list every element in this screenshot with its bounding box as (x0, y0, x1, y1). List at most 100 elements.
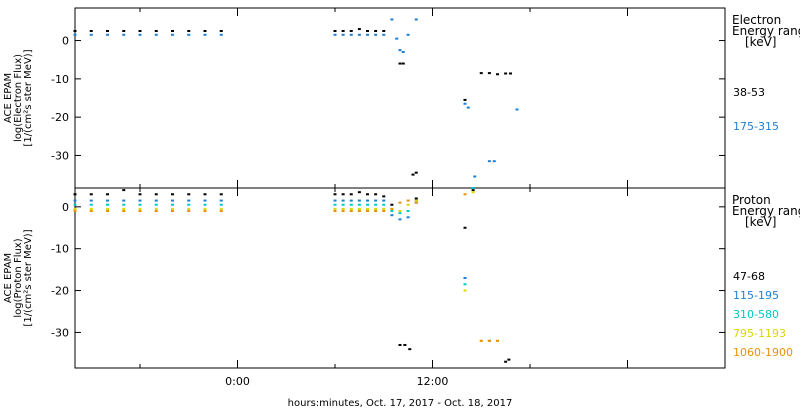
data-point (471, 189, 475, 192)
y-tick-label: -30 (51, 149, 69, 162)
legend-entry: 795-1193 (733, 327, 786, 340)
data-point (357, 33, 361, 36)
data-point (507, 358, 511, 361)
data-point (382, 203, 386, 206)
data-point (187, 203, 191, 206)
data-point (390, 214, 394, 217)
data-point (504, 72, 508, 75)
series-310-580 (73, 187, 491, 342)
data-point (89, 193, 93, 196)
x-tick-label: 0:00 (225, 375, 250, 388)
data-point (89, 210, 93, 213)
data-point (357, 191, 361, 194)
data-point (341, 33, 345, 36)
y-axis-title: ACE EPAM (3, 253, 14, 303)
data-point (219, 210, 223, 213)
data-point (89, 29, 93, 32)
data-point (349, 207, 353, 210)
data-point (374, 29, 378, 32)
data-point (366, 193, 369, 196)
data-point (187, 33, 191, 36)
data-point (171, 33, 174, 36)
data-point (471, 187, 475, 189)
data-point (89, 199, 93, 202)
data-point (406, 210, 410, 213)
data-point (463, 98, 467, 101)
data-point (479, 72, 483, 75)
data-point (138, 199, 142, 202)
data-point (414, 18, 418, 21)
data-point (366, 29, 369, 32)
data-point (398, 218, 402, 221)
legend-title: Energy range (732, 204, 800, 218)
data-point (138, 203, 142, 206)
data-point (414, 197, 418, 200)
data-point (219, 29, 223, 32)
data-point (154, 199, 158, 202)
data-point (487, 339, 491, 342)
data-point (374, 203, 378, 206)
data-point (219, 33, 223, 36)
data-point (479, 339, 483, 342)
data-point (463, 226, 467, 229)
data-point (341, 207, 345, 210)
data-point (504, 360, 508, 363)
data-point (73, 29, 77, 32)
data-point (171, 199, 174, 202)
legend-title: [keV] (745, 215, 776, 229)
data-point (122, 29, 126, 32)
y-tick-label: -10 (51, 243, 69, 256)
series-38-53 (73, 28, 512, 176)
y-axis-title: log(Electron Flux) (13, 54, 24, 142)
data-point (366, 207, 369, 210)
data-point (398, 62, 402, 65)
data-point (390, 210, 394, 213)
data-point (487, 72, 491, 75)
data-point (357, 203, 361, 206)
data-point (401, 62, 405, 65)
data-point (374, 33, 378, 36)
data-point (341, 193, 345, 196)
data-point (138, 33, 142, 36)
data-point (187, 199, 191, 202)
data-point (106, 29, 109, 32)
electron-panel: 0 -10 -20 -30 ACE EPAM log(Electron Flux) [1/(… (3, 13, 800, 178)
legend-entry: 175-315 (733, 120, 779, 133)
data-point (463, 102, 467, 105)
data-point (154, 33, 158, 36)
data-point (171, 207, 174, 210)
data-point (401, 51, 405, 54)
data-point (187, 207, 191, 210)
y-axis-title: log(Proton Flux) (13, 238, 24, 317)
data-point (89, 203, 93, 206)
data-point (333, 210, 337, 213)
data-point (73, 33, 77, 36)
plot-frame (74, 187, 726, 369)
data-point (349, 29, 353, 32)
data-point (154, 193, 158, 196)
data-point (187, 193, 191, 196)
data-point (366, 33, 369, 36)
data-point (509, 72, 512, 75)
series-115-195 (73, 187, 475, 279)
data-point (138, 210, 142, 213)
data-point (496, 73, 499, 76)
proton-panel: 0 -10 -20 -30 ACE EPAM log(Proton Flux) [1/(cm… (3, 187, 800, 363)
data-point (406, 199, 410, 202)
data-point (203, 203, 207, 206)
data-point (89, 207, 93, 210)
data-point (403, 343, 407, 346)
data-point (154, 207, 158, 210)
data-point (395, 37, 399, 40)
data-point (357, 199, 361, 202)
data-point (106, 210, 109, 213)
data-point (203, 193, 207, 196)
y-axis-title: ACE EPAM (3, 73, 14, 123)
data-point (171, 203, 174, 206)
data-point (374, 210, 378, 213)
x-axis: 0:00 12:00 (139, 8, 628, 388)
data-point (382, 199, 386, 202)
series-795-1193 (73, 191, 499, 342)
y-axis-title: [1/(cm²s ster MeV)] (23, 229, 34, 326)
